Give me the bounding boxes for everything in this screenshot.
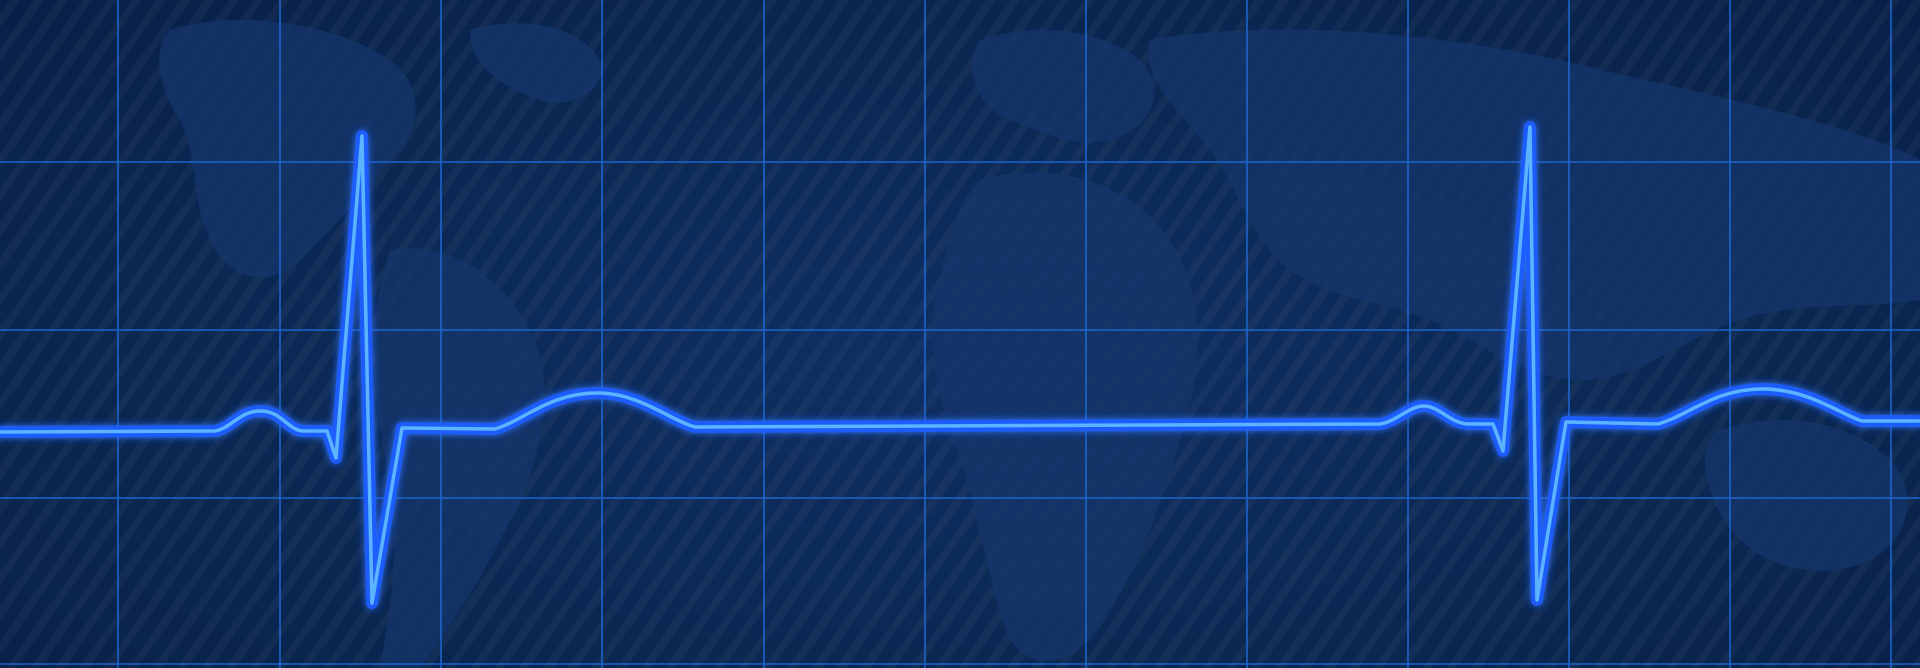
heartbeat-trace-core — [0, 125, 1920, 605]
heartbeat-trace — [0, 121, 1920, 609]
world-map-silhouette — [159, 20, 1920, 668]
